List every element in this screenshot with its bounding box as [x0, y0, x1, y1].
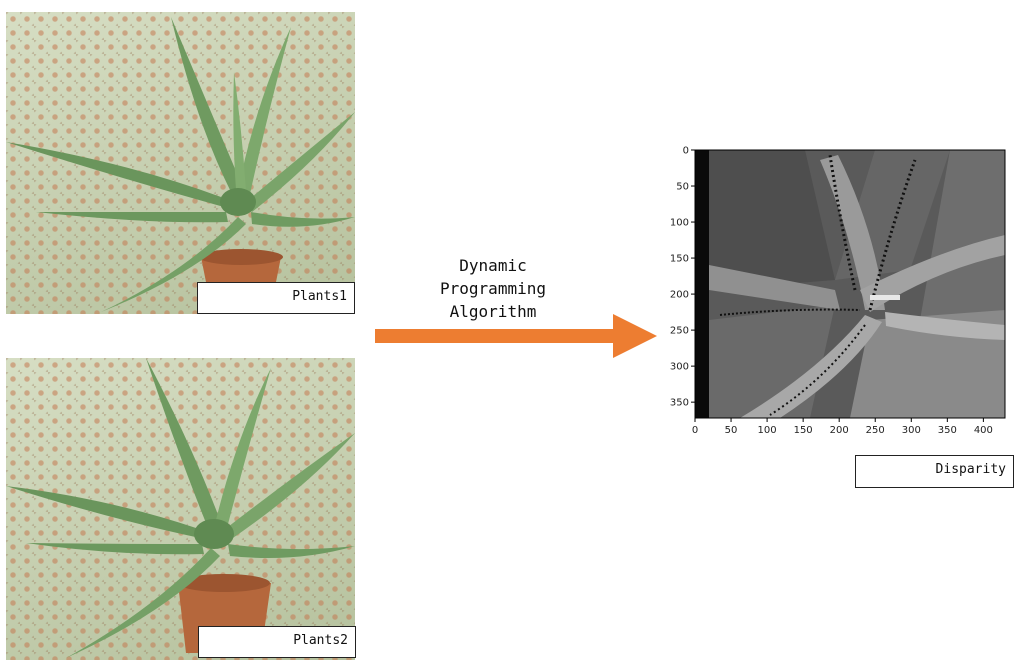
y-tick-label: 100 — [670, 218, 689, 229]
y-tick-label: 200 — [670, 290, 689, 301]
plants1-caption: Plants1 — [197, 282, 355, 314]
plant-illustration-2 — [6, 358, 355, 658]
process-arrow — [375, 314, 657, 358]
plants2-image — [6, 358, 355, 660]
plants2-caption: Plants2 — [198, 626, 356, 658]
disparity-caption: Disparity — [855, 455, 1014, 488]
x-tick-label: 150 — [794, 425, 813, 436]
y-tick-label: 0 — [683, 146, 689, 157]
arrow-shaft — [375, 329, 615, 343]
x-tick-label: 50 — [725, 425, 738, 436]
x-tick-label: 300 — [902, 425, 921, 436]
algorithm-label-line-1: Dynamic — [459, 256, 527, 275]
plant-illustration-1 — [6, 17, 355, 312]
x-tick-label: 100 — [758, 425, 777, 436]
y-tick-label: 50 — [676, 182, 689, 193]
x-tick-label: 400 — [974, 425, 993, 436]
plot-frame — [694, 149, 1006, 419]
aloe-plant-1 — [6, 17, 355, 312]
disparity-plot: 0 50 100 150 200 250 300 350 400 0 50 100 150 200 250… — [670, 146, 1006, 436]
y-tick-label: 150 — [670, 254, 689, 265]
x-tick-label: 250 — [866, 425, 885, 436]
aloe-plant-2 — [6, 358, 355, 658]
x-tick-label: 200 — [830, 425, 849, 436]
y-axis: 0 50 100 150 200 250 300 350 — [670, 146, 695, 409]
algorithm-label-line-2: Programming — [440, 279, 546, 298]
algorithm-label-line-3: Algorithm — [449, 302, 537, 321]
y-tick-label: 350 — [670, 398, 689, 409]
algorithm-label: Dynamic Programming Algorithm — [420, 254, 566, 323]
x-axis: 0 50 100 150 200 250 300 350 400 — [692, 418, 993, 436]
y-tick-label: 250 — [670, 326, 689, 337]
plants1-image — [6, 12, 355, 314]
x-tick-label: 350 — [938, 425, 957, 436]
arrow-head — [613, 314, 657, 358]
x-tick-label: 0 — [692, 425, 698, 436]
y-tick-label: 300 — [670, 362, 689, 373]
disparity-map — [695, 150, 1005, 418]
